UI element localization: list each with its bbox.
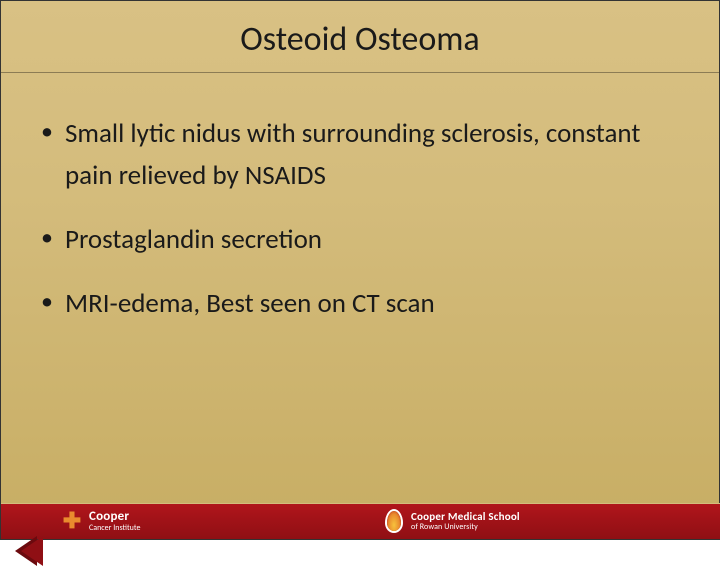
logo-main-text: Cooper Medical School bbox=[411, 511, 520, 523]
logo-text: Cooper Cancer Institute bbox=[89, 510, 140, 532]
cooper-cancer-logo: ✚ Cooper Cancer Institute bbox=[61, 505, 140, 537]
cooper-medical-school-logo: Cooper Medical School of Rowan Universit… bbox=[383, 505, 520, 537]
slide: Osteoid Osteoma Small lytic nidus with s… bbox=[0, 0, 720, 540]
bullet-item: Small lytic nidus with surrounding scler… bbox=[37, 113, 683, 197]
bullet-item: MRI-edema, Best seen on CT scan bbox=[37, 283, 683, 325]
cooper-plus-icon: ✚ bbox=[61, 510, 83, 532]
bullet-item: Prostaglandin secretion bbox=[37, 219, 683, 261]
logo-sub-text: of Rowan University bbox=[411, 523, 520, 531]
slide-content: Small lytic nidus with surrounding scler… bbox=[1, 73, 719, 324]
bullet-list: Small lytic nidus with surrounding scler… bbox=[37, 113, 683, 324]
slide-footer: ✚ Cooper Cancer Institute Cooper Medical… bbox=[1, 495, 720, 539]
slide-title: Osteoid Osteoma bbox=[1, 1, 719, 68]
logo-text: Cooper Medical School of Rowan Universit… bbox=[411, 511, 520, 531]
flame-icon bbox=[383, 510, 405, 532]
logo-sub-text: Cancer Institute bbox=[89, 524, 140, 532]
logo-main-text: Cooper bbox=[89, 510, 140, 524]
